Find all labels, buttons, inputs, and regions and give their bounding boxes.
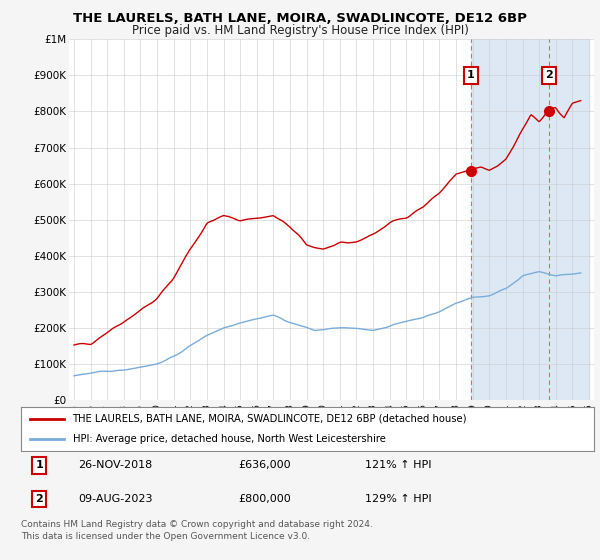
Text: Price paid vs. HM Land Registry's House Price Index (HPI): Price paid vs. HM Land Registry's House … xyxy=(131,24,469,36)
Text: THE LAURELS, BATH LANE, MOIRA, SWADLINCOTE, DE12 6BP: THE LAURELS, BATH LANE, MOIRA, SWADLINCO… xyxy=(73,12,527,25)
Bar xyxy=(549,39,589,400)
Bar xyxy=(471,39,589,400)
Text: 2: 2 xyxy=(545,71,553,80)
Text: HPI: Average price, detached house, North West Leicestershire: HPI: Average price, detached house, Nort… xyxy=(73,434,385,444)
Bar xyxy=(471,39,589,400)
Text: £636,000: £636,000 xyxy=(239,460,292,470)
Text: 129% ↑ HPI: 129% ↑ HPI xyxy=(365,494,431,504)
Text: £800,000: £800,000 xyxy=(239,494,292,504)
Text: 26-NOV-2018: 26-NOV-2018 xyxy=(79,460,152,470)
Text: 121% ↑ HPI: 121% ↑ HPI xyxy=(365,460,431,470)
Text: THE LAURELS, BATH LANE, MOIRA, SWADLINCOTE, DE12 6BP (detached house): THE LAURELS, BATH LANE, MOIRA, SWADLINCO… xyxy=(73,414,467,424)
Text: 2: 2 xyxy=(35,494,43,504)
Text: 1: 1 xyxy=(35,460,43,470)
Text: 1: 1 xyxy=(467,71,475,80)
Text: 09-AUG-2023: 09-AUG-2023 xyxy=(79,494,153,504)
Bar xyxy=(549,39,589,400)
Text: Contains HM Land Registry data © Crown copyright and database right 2024.
This d: Contains HM Land Registry data © Crown c… xyxy=(21,520,373,541)
